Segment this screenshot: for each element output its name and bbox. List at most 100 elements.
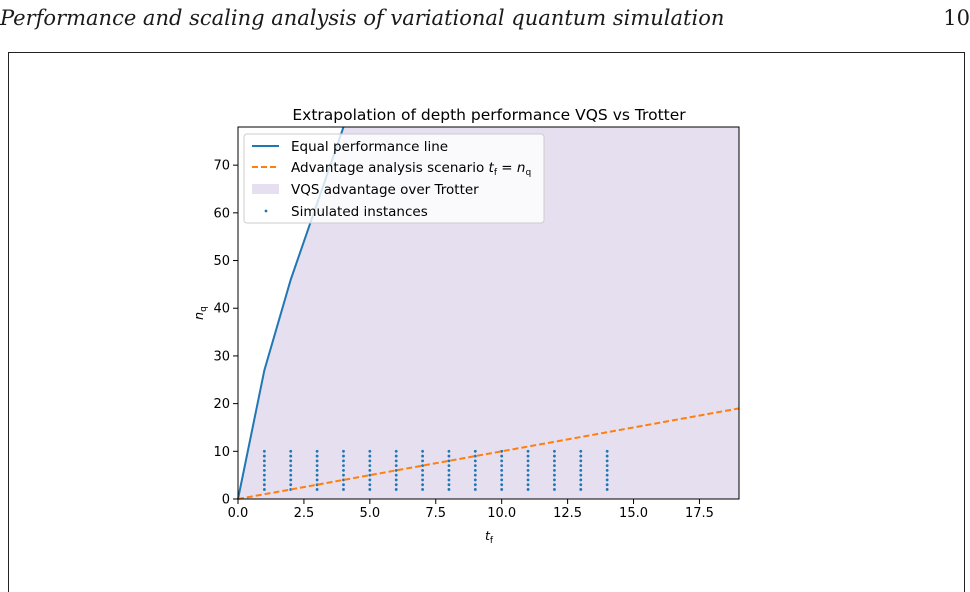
simulated-instance-point	[500, 488, 504, 491]
simulated-instance-point	[605, 464, 609, 468]
simulated-instance-point	[500, 478, 504, 482]
simulated-instance-point	[447, 454, 451, 458]
legend-label-equal: Equal performance line	[291, 139, 448, 155]
y-tick-label: 10	[213, 445, 230, 460]
simulated-instance-point	[500, 464, 504, 468]
simulated-instance-point	[262, 483, 266, 487]
simulated-instance-point	[289, 473, 293, 477]
simulated-instance-point	[553, 468, 556, 472]
simulated-instance-point	[421, 473, 424, 477]
x-tick-label: 10.0	[487, 506, 516, 521]
simulated-instance-point	[526, 478, 530, 482]
figure-frame	[8, 52, 965, 592]
simulated-instance-point	[262, 468, 266, 472]
simulated-instance-point	[315, 473, 319, 477]
simulated-instance-point	[342, 459, 345, 463]
simulated-instance-point	[500, 468, 504, 472]
legend-label-advantage: Advantage analysis scenario tf = nq	[291, 160, 531, 178]
simulated-instance-point	[579, 483, 583, 487]
y-axis-label-main: n	[191, 312, 206, 320]
simulated-instance-point	[394, 483, 398, 487]
simulated-instance-point	[262, 478, 266, 482]
simulated-instance-point	[526, 464, 530, 468]
simulated-instance-point	[605, 468, 609, 472]
simulated-instance-point	[342, 488, 345, 491]
simulated-instance-point	[473, 468, 477, 472]
simulated-instance-point	[394, 473, 398, 477]
simulated-instance-point	[394, 464, 398, 468]
simulated-instance-point	[473, 483, 477, 487]
legend-swatch-region	[252, 184, 279, 194]
simulated-instance-point	[553, 459, 556, 463]
simulated-instance-point	[342, 478, 345, 482]
simulated-instance-point	[553, 473, 556, 477]
svg-text:nq: nq	[191, 306, 209, 320]
simulated-instance-point	[315, 464, 319, 468]
simulated-instance-point	[289, 464, 293, 468]
simulated-instance-point	[605, 459, 609, 463]
simulated-instance-point	[447, 473, 451, 477]
simulated-instance-point	[289, 478, 293, 482]
y-tick-label: 60	[213, 206, 230, 221]
simulated-instance-point	[289, 449, 293, 453]
running-head: Performance and scaling analysis of vari…	[0, 6, 970, 36]
simulated-instance-point	[473, 449, 477, 453]
simulated-instance-point	[473, 473, 477, 477]
legend-box	[243, 133, 545, 224]
simulated-instance-point	[421, 468, 424, 472]
simulated-instance-point	[289, 459, 293, 463]
simulated-instance-point	[368, 483, 372, 487]
simulated-instance-point	[605, 473, 609, 477]
simulated-instance-point	[605, 478, 609, 482]
y-axis-label: nq	[191, 306, 209, 320]
simulated-instance-point	[526, 449, 530, 453]
simulated-instance-point	[553, 483, 556, 487]
simulated-instance-point	[289, 483, 293, 487]
simulated-instance-point	[368, 478, 372, 482]
simulated-instance-point	[368, 473, 372, 477]
simulated-instance-point	[342, 449, 345, 453]
simulated-instance-point	[579, 478, 583, 482]
legend: Equal performance line Advantage analysi…	[243, 133, 545, 224]
y-tick-label: 20	[213, 397, 230, 412]
running-title: Performance and scaling analysis of vari…	[0, 6, 725, 30]
simulated-instance-point	[342, 483, 345, 487]
simulated-instance-point	[368, 449, 372, 453]
simulated-instance-point	[526, 473, 530, 477]
simulated-instance-point	[315, 454, 319, 458]
x-tick-label: 15.0	[619, 506, 648, 521]
simulated-instance-point	[500, 473, 504, 477]
y-tick-label: 70	[213, 159, 230, 174]
simulated-instance-point	[500, 459, 504, 463]
simulated-instance-point	[262, 464, 266, 468]
y-axis-label-sub: q	[199, 306, 209, 312]
simulated-instance-point	[579, 454, 583, 458]
simulated-instance-point	[553, 464, 556, 468]
x-tick-label: 0.0	[228, 506, 249, 521]
simulated-instance-point	[421, 488, 424, 491]
simulated-instance-point	[315, 478, 319, 482]
x-tick-label: 7.5	[425, 506, 446, 521]
simulated-instance-point	[342, 454, 345, 458]
chart-title: Extrapolation of depth performance VQS v…	[292, 106, 686, 124]
x-axis-label-main: t	[485, 528, 491, 543]
simulated-instance-point	[289, 454, 293, 458]
simulated-instance-point	[473, 464, 477, 468]
simulated-instance-point	[447, 483, 451, 487]
y-tick-label: 40	[213, 302, 230, 317]
simulated-instance-point	[289, 468, 293, 472]
simulated-instance-point	[605, 449, 609, 453]
legend-swatch-instances	[264, 209, 268, 213]
simulated-instance-point	[342, 468, 345, 472]
simulated-instance-point	[421, 454, 424, 458]
simulated-instance-point	[394, 488, 398, 491]
simulated-instance-point	[553, 454, 556, 458]
simulated-instance-point	[500, 454, 504, 458]
x-tick-label: 5.0	[359, 506, 380, 521]
y-tick-label: 30	[213, 349, 230, 364]
simulated-instance-point	[368, 468, 372, 472]
y-tick-label: 0	[222, 493, 230, 508]
simulated-instance-point	[500, 449, 504, 453]
simulated-instance-point	[342, 473, 345, 477]
